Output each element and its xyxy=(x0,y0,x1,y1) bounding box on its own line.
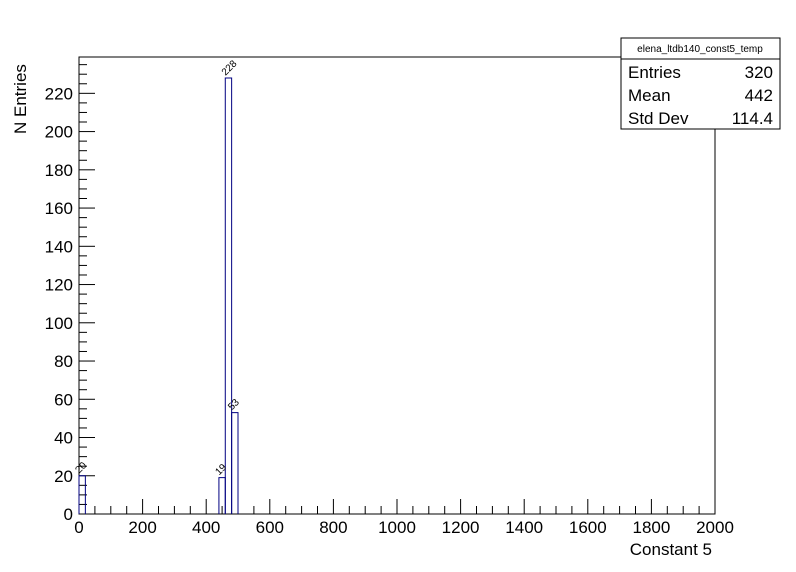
x-tick-label: 1600 xyxy=(569,518,607,537)
x-tick-label: 1000 xyxy=(378,518,416,537)
x-axis: 0 200 400 600 800 1000 1200 1400 1600 1800 2000 xyxy=(74,499,734,537)
y-tick-label: 200 xyxy=(45,123,73,142)
y-tick-label: 40 xyxy=(54,429,73,448)
y-tick-label: 100 xyxy=(45,314,73,333)
y-tick-label: 220 xyxy=(45,84,73,103)
x-tick-label: 2000 xyxy=(696,518,734,537)
x-tick-label: 0 xyxy=(74,518,83,537)
x-tick-label: 1400 xyxy=(505,518,543,537)
y-tick-label: 140 xyxy=(45,237,73,256)
y-tick-label: 120 xyxy=(45,276,73,295)
x-tick-label: 200 xyxy=(128,518,156,537)
bin-value-labels: 20 19 228 53 xyxy=(74,58,243,478)
histogram-bin xyxy=(231,412,239,514)
stats-stddev-label: Std Dev xyxy=(628,109,689,128)
x-tick-label: 1200 xyxy=(442,518,480,537)
bin-value-label: 20 xyxy=(74,460,90,476)
bin-value-label: 53 xyxy=(226,397,242,413)
stats-stddev-value: 114.4 xyxy=(732,109,773,128)
stats-box-title: elena_ltdb140_const5_temp xyxy=(637,44,763,55)
stats-box-frame xyxy=(620,37,781,130)
x-tick-label: 1800 xyxy=(632,518,670,537)
y-tick-label: 20 xyxy=(54,467,73,486)
y-tick-label: 160 xyxy=(45,199,73,218)
bin-value-label: 228 xyxy=(220,58,240,78)
x-axis-title: Constant 5 xyxy=(630,540,712,559)
y-tick-label: 0 xyxy=(64,505,73,524)
plot-frame xyxy=(78,56,716,515)
histogram-bin xyxy=(78,475,86,514)
stats-entries-label: Entries xyxy=(628,63,681,82)
x-tick-label: 600 xyxy=(256,518,284,537)
stats-mean-value: 442 xyxy=(745,86,773,105)
stats-entries-value: 320 xyxy=(745,63,773,82)
stats-mean-label: Mean xyxy=(628,86,671,105)
stats-box: elena_ltdb140_const5_temp Entries 320 Me… xyxy=(620,37,781,130)
histogram-bin xyxy=(224,77,233,514)
y-tick-label: 60 xyxy=(54,390,73,409)
y-tick-label: 180 xyxy=(45,161,73,180)
histogram-bins xyxy=(78,77,239,514)
x-tick-label: 800 xyxy=(319,518,347,537)
y-tick-label: 80 xyxy=(54,352,73,371)
y-axis-title: N Entries xyxy=(11,64,30,134)
bin-value-label: 19 xyxy=(213,462,229,478)
x-tick-label: 400 xyxy=(192,518,220,537)
